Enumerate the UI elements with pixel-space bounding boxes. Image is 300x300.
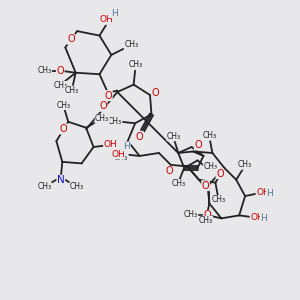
Text: CH₃: CH₃: [238, 160, 252, 169]
Text: CH₃: CH₃: [172, 179, 186, 188]
Text: N: N: [57, 175, 65, 185]
Text: O: O: [194, 140, 202, 150]
Text: CH₃: CH₃: [128, 61, 142, 70]
Text: CH₃: CH₃: [57, 100, 71, 109]
Text: CH₃: CH₃: [199, 216, 213, 225]
Text: O: O: [68, 34, 75, 44]
Text: CH₃: CH₃: [203, 162, 218, 171]
Text: H: H: [123, 142, 130, 151]
Text: O: O: [166, 167, 173, 176]
Text: OH: OH: [256, 188, 270, 197]
Text: CH₃: CH₃: [37, 182, 51, 191]
Text: O: O: [99, 101, 107, 111]
Text: CH₃: CH₃: [167, 132, 181, 141]
Text: H: H: [266, 189, 273, 198]
Text: OH: OH: [99, 15, 113, 24]
Text: O: O: [136, 132, 143, 142]
Text: O: O: [105, 91, 112, 100]
Text: O: O: [203, 210, 211, 220]
Text: CH₃: CH₃: [184, 210, 198, 219]
Text: OH: OH: [250, 213, 264, 222]
Text: H: H: [260, 214, 267, 223]
Text: O: O: [60, 124, 68, 134]
Text: CH₃: CH₃: [38, 66, 52, 75]
Text: O: O: [56, 66, 64, 76]
Text: CH₃: CH₃: [202, 131, 217, 140]
Text: CH₃: CH₃: [211, 195, 225, 204]
Text: CH₃: CH₃: [53, 81, 67, 90]
Text: CH₃: CH₃: [70, 182, 84, 191]
Text: O: O: [152, 88, 159, 98]
Text: CH₃: CH₃: [108, 117, 122, 126]
Text: CH₃: CH₃: [95, 114, 109, 123]
Text: CH₃: CH₃: [114, 153, 128, 162]
Text: OH: OH: [103, 140, 117, 149]
Text: O: O: [202, 181, 209, 191]
Text: OH: OH: [111, 150, 125, 159]
Text: CH₃: CH₃: [65, 86, 79, 95]
Text: CH₃: CH₃: [124, 40, 139, 49]
Text: H: H: [111, 9, 118, 18]
Text: O: O: [216, 169, 224, 178]
